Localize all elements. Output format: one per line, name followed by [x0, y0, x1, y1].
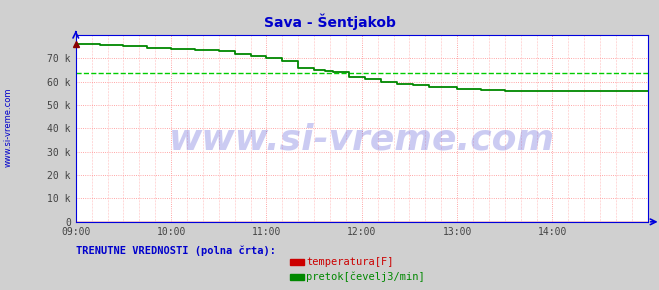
Text: pretok[čevelj3/min]: pretok[čevelj3/min]: [306, 272, 425, 282]
Text: temperatura[F]: temperatura[F]: [306, 257, 394, 267]
Text: www.si-vreme.com: www.si-vreme.com: [169, 123, 555, 157]
Text: Sava - Šentjakob: Sava - Šentjakob: [264, 13, 395, 30]
Text: www.si-vreme.com: www.si-vreme.com: [4, 88, 13, 167]
Text: TRENUTNE VREDNOSTI (polna črta):: TRENUTNE VREDNOSTI (polna črta):: [76, 245, 275, 255]
